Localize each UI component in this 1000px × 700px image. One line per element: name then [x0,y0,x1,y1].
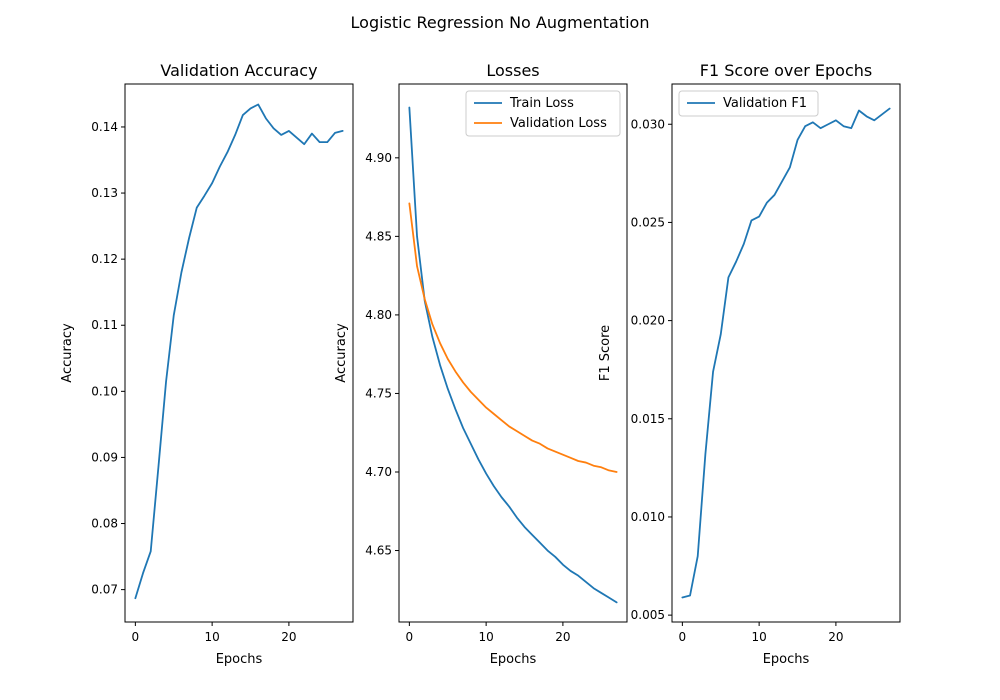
x-axis-label: Epochs [216,652,263,667]
x-axis-label: Epochs [763,652,810,667]
y-tick-label: 0.10 [91,384,118,398]
y-tick-label: 4.90 [365,151,392,165]
y-tick-label: 4.75 [365,386,392,400]
x-tick-label: 20 [555,630,570,644]
y-tick-label: 4.65 [365,544,392,558]
y-tick-label: 0.025 [631,215,665,229]
y-tick-label: 0.14 [91,120,118,134]
series-line-validation-accuracy [134,103,344,600]
y-axis-label: Accuracy [334,323,349,383]
x-tick-label: 20 [828,630,843,644]
y-tick-label: 0.010 [631,510,665,524]
x-tick-label: 10 [204,630,219,644]
x-tick-label: 0 [406,630,414,644]
axes-frame [671,83,901,623]
x-tick-label: 20 [281,630,296,644]
y-axis-label: F1 Score [598,325,613,381]
legend-frame [465,90,621,137]
axes-frame [398,83,628,623]
x-tick-label: 10 [751,630,766,644]
y-tick-label: 0.07 [91,583,118,597]
subplot-title: F1 Score over Epochs [700,61,872,80]
x-axis-label: Epochs [490,652,537,667]
y-tick-label: 4.85 [365,229,392,243]
legend: Validation F1 [678,90,819,117]
x-tick-label: 0 [679,630,687,644]
subplot-title: Losses [486,61,539,80]
subplot-1: Validation Accuracy 0 10 20 0.07 0.08 0.09 0.10… [60,61,354,667]
y-tick-label: 0.020 [631,314,665,328]
y-tick-label: 0.015 [631,412,665,426]
series-line-train-loss [408,106,618,604]
y-tick-label: 0.11 [91,318,118,332]
y-axis-label: Accuracy [60,323,75,383]
subplot-title: Validation Accuracy [160,61,317,80]
x-tick-label: 10 [478,630,493,644]
y-tick-label: 4.80 [365,308,392,322]
x-tick-label: 0 [132,630,140,644]
y-tick-label: 0.12 [91,252,118,266]
series-line-validation-f1 [681,107,891,599]
y-tick-label: 0.13 [91,186,118,200]
legend-entry: Train Loss [509,96,574,111]
axes-frame [124,83,354,623]
subplots: Validation Accuracy 0 10 20 0.07 0.08 0.09 0.10… [60,61,901,667]
legend-entry: Validation F1 [723,96,807,111]
y-tick-label: 0.08 [91,517,118,531]
y-tick-label: 0.030 [631,117,665,131]
subplot-2: Losses 0 10 20 4.65 4.70 4.75 4.80 4.85 4.90 Epoch… [334,61,628,667]
y-tick-label: 0.005 [631,608,665,622]
series-line-validation-loss [408,202,618,473]
y-tick-label: 4.70 [365,465,392,479]
figure-suptitle: Logistic Regression No Augmentation [351,13,650,32]
y-tick-label: 0.09 [91,450,118,464]
legend: Train Loss Validation Loss [465,90,621,137]
subplot-3: F1 Score over Epochs 0 10 20 0.005 0.010 0.015… [598,61,901,667]
legend-entry: Validation Loss [510,116,607,131]
legend-frame [678,90,819,117]
